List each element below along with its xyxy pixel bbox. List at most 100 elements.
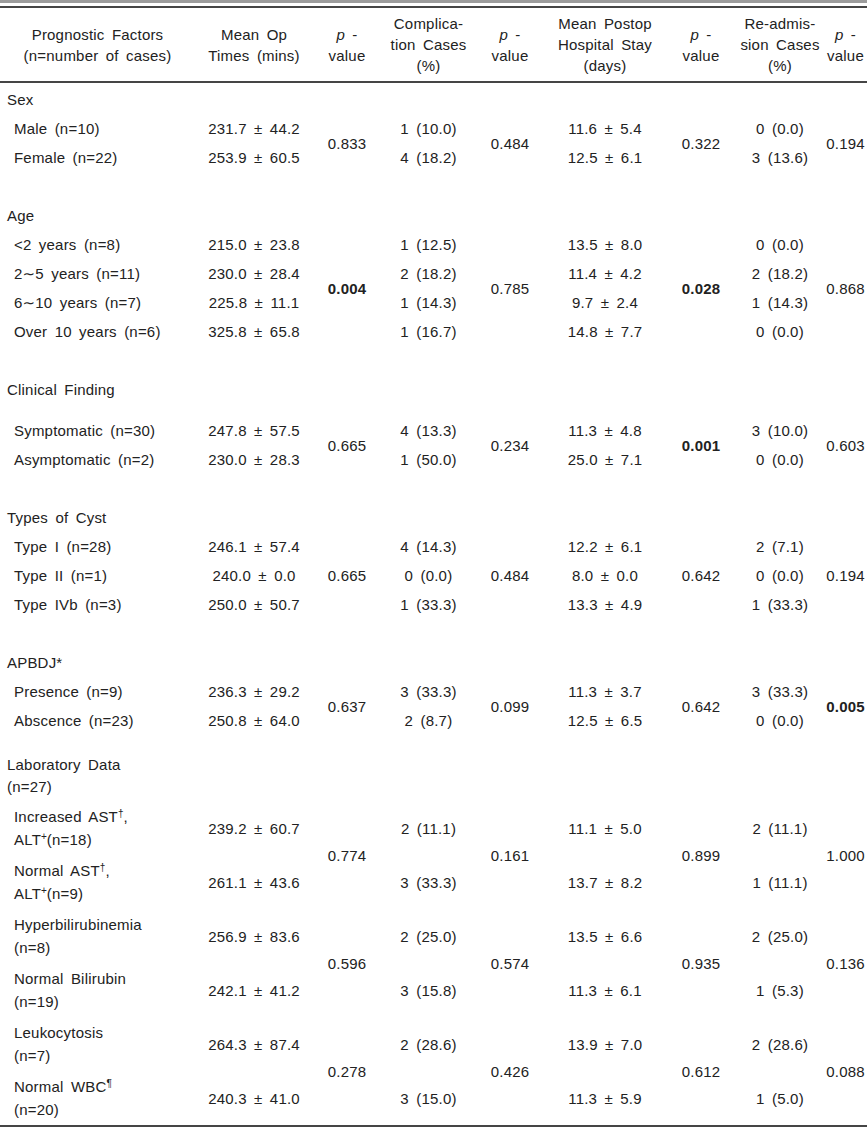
table-row: Over 10 years (n=6) 325.8 ± 65.8 1 (16.7…	[0, 317, 867, 346]
mean-op-value: 240.3 ± 41.0	[195, 1071, 313, 1125]
hospital-stay-value: 13.5 ± 8.0	[544, 230, 666, 259]
readmission-value: 2 (28.6)	[736, 1017, 824, 1071]
mean-op-value: 253.9 ± 60.5	[195, 143, 313, 172]
hospital-stay-value: 12.5 ± 6.1	[544, 143, 666, 172]
table-row: Symptomatic (n=30) 247.8 ± 57.5 0.665 4 …	[0, 416, 867, 445]
p-italic: p	[690, 26, 699, 43]
p-value-cell: 0.028	[666, 230, 736, 346]
table-row: Female (n=22) 253.9 ± 60.5 4 (18.2) 12.5…	[0, 143, 867, 172]
row-label-line: Hyperbilirubinemia	[14, 913, 195, 936]
hospital-stay-value: 13.3 ± 4.9	[544, 590, 666, 619]
row-label-cell: 2∼5 years (n=11)	[0, 259, 195, 288]
row-label-cell: Type II (n=1)	[0, 561, 195, 590]
mean-op-value: 261.1 ± 43.6	[195, 855, 313, 909]
row-label-cell: Normal WBC¶ (n=20)	[0, 1071, 195, 1125]
header-text: value	[666, 45, 736, 66]
p-dash: -	[699, 26, 712, 43]
section-row-sex: Sex	[0, 82, 867, 114]
header-text: p -	[313, 24, 381, 45]
hospital-stay-value: 11.3 ± 5.9	[544, 1071, 666, 1125]
row-label-cell: Male (n=10)	[0, 114, 195, 143]
row-label-cell: Female (n=22)	[0, 143, 195, 172]
row-label-line: (n=19)	[14, 990, 195, 1013]
row-label-cell: Abscence (n=23)	[0, 706, 195, 735]
readmission-value: 1 (14.3)	[736, 288, 824, 317]
complication-value: 1 (16.7)	[381, 317, 476, 346]
mean-op-value: 231.7 ± 44.2	[195, 114, 313, 143]
section-label: Clinical Finding	[0, 346, 867, 416]
hospital-stay-value: 12.5 ± 6.5	[544, 706, 666, 735]
section-row-clinical-finding: Clinical Finding	[0, 346, 867, 416]
table-row: Normal Bilirubin (n=19) 242.1 ± 41.2 3 (…	[0, 963, 867, 1017]
row-label-cell: Asymptomatic (n=2)	[0, 445, 195, 474]
p-value-cell: 0.099	[476, 677, 544, 735]
table-row: Type II (n=1) 240.0 ± 0.0 0 (0.0) 8.0 ± …	[0, 561, 867, 590]
row-label-cell: Hyperbilirubinemia (n=8)	[0, 909, 195, 963]
row-label-line: (n=7)	[14, 1044, 195, 1067]
mean-op-value: 242.1 ± 41.2	[195, 963, 313, 1017]
readmission-value: 0 (0.0)	[736, 445, 824, 474]
table-row: Normal WBC¶ (n=20) 240.3 ± 41.0 3 (15.0)…	[0, 1071, 867, 1125]
pilcrow-superscript: ¶	[107, 1078, 112, 1089]
p-value-cell: 0.278	[313, 1017, 381, 1125]
header-text: (days)	[544, 55, 666, 76]
header-text: tion Cases	[381, 34, 476, 55]
table-row: Leukocytosis (n=7) 264.3 ± 87.4 0.278 2 …	[0, 1017, 867, 1071]
col-header-p-value: p - value	[824, 8, 867, 82]
col-header-p-value: p - value	[476, 8, 544, 82]
section-row-age: Age	[0, 172, 867, 230]
readmission-value: 2 (7.1)	[736, 532, 824, 561]
row-label-cell: Type I (n=28)	[0, 532, 195, 561]
p-value-cell: 0.603	[824, 416, 867, 474]
complication-value: 2 (18.2)	[381, 259, 476, 288]
table-row: Hyperbilirubinemia (n=8) 256.9 ± 83.6 0.…	[0, 909, 867, 963]
row-label-line: ALT+(n=18)	[14, 828, 195, 851]
mean-op-value: 256.9 ± 83.6	[195, 909, 313, 963]
hospital-stay-value: 11.3 ± 6.1	[544, 963, 666, 1017]
readmission-value: 0 (0.0)	[736, 230, 824, 259]
complication-value: 2 (8.7)	[381, 706, 476, 735]
p-italic: p	[499, 26, 508, 43]
col-header-readmission-cases: Re-admis- sion Cases (%)	[736, 8, 824, 82]
hospital-stay-value: 11.6 ± 5.4	[544, 114, 666, 143]
p-value-cell: 0.935	[666, 909, 736, 1017]
complication-value: 3 (15.8)	[381, 963, 476, 1017]
row-label-cell: Normal AST†, ALT+(n=9)	[0, 855, 195, 909]
complication-value: 3 (33.3)	[381, 677, 476, 706]
p-value-cell: 0.194	[824, 114, 867, 172]
p-value-cell: 0.637	[313, 677, 381, 735]
mean-op-value: 246.1 ± 57.4	[195, 532, 313, 561]
p-value-cell: 0.194	[824, 532, 867, 619]
p-value-cell: 0.088	[824, 1017, 867, 1125]
p-value-cell: 0.004	[313, 230, 381, 346]
readmission-value: 2 (18.2)	[736, 259, 824, 288]
header-text: p -	[824, 24, 867, 45]
mean-op-value: 230.0 ± 28.4	[195, 259, 313, 288]
section-label: Types of Cyst	[0, 474, 867, 532]
hospital-stay-value: 25.0 ± 7.1	[544, 445, 666, 474]
p-dash: -	[843, 26, 856, 43]
row-label-cell: Leukocytosis (n=7)	[0, 1017, 195, 1071]
row-label-line: Normal Bilirubin	[14, 967, 195, 990]
table-row: <2 years (n=8) 215.0 ± 23.8 0.004 1 (12.…	[0, 230, 867, 259]
complication-value: 1 (50.0)	[381, 445, 476, 474]
row-label-cell: Symptomatic (n=30)	[0, 416, 195, 445]
p-value-cell: 0.665	[313, 416, 381, 474]
complication-value: 1 (14.3)	[381, 288, 476, 317]
readmission-value: 1 (33.3)	[736, 590, 824, 619]
p-value-cell: 0.484	[476, 532, 544, 619]
p-value-cell: 0.868	[824, 230, 867, 346]
readmission-value: 2 (25.0)	[736, 909, 824, 963]
p-value-cell: 0.642	[666, 677, 736, 735]
row-label-line: Increased AST†,	[14, 805, 195, 828]
complication-value: 1 (12.5)	[381, 230, 476, 259]
hospital-stay-value: 13.7 ± 8.2	[544, 855, 666, 909]
p-value-cell: 0.774	[313, 801, 381, 909]
col-header-prognostic-factors: Prognostic Factors (n=number of cases)	[0, 8, 195, 82]
section-row-apbdj: APBDJ*	[0, 619, 867, 677]
row-label-line: Leukocytosis	[14, 1021, 195, 1044]
complication-value: 2 (28.6)	[381, 1017, 476, 1071]
header-text: (n=number of cases)	[0, 45, 195, 66]
header-text: value	[824, 45, 867, 66]
header-text: Times (mins)	[195, 45, 313, 66]
